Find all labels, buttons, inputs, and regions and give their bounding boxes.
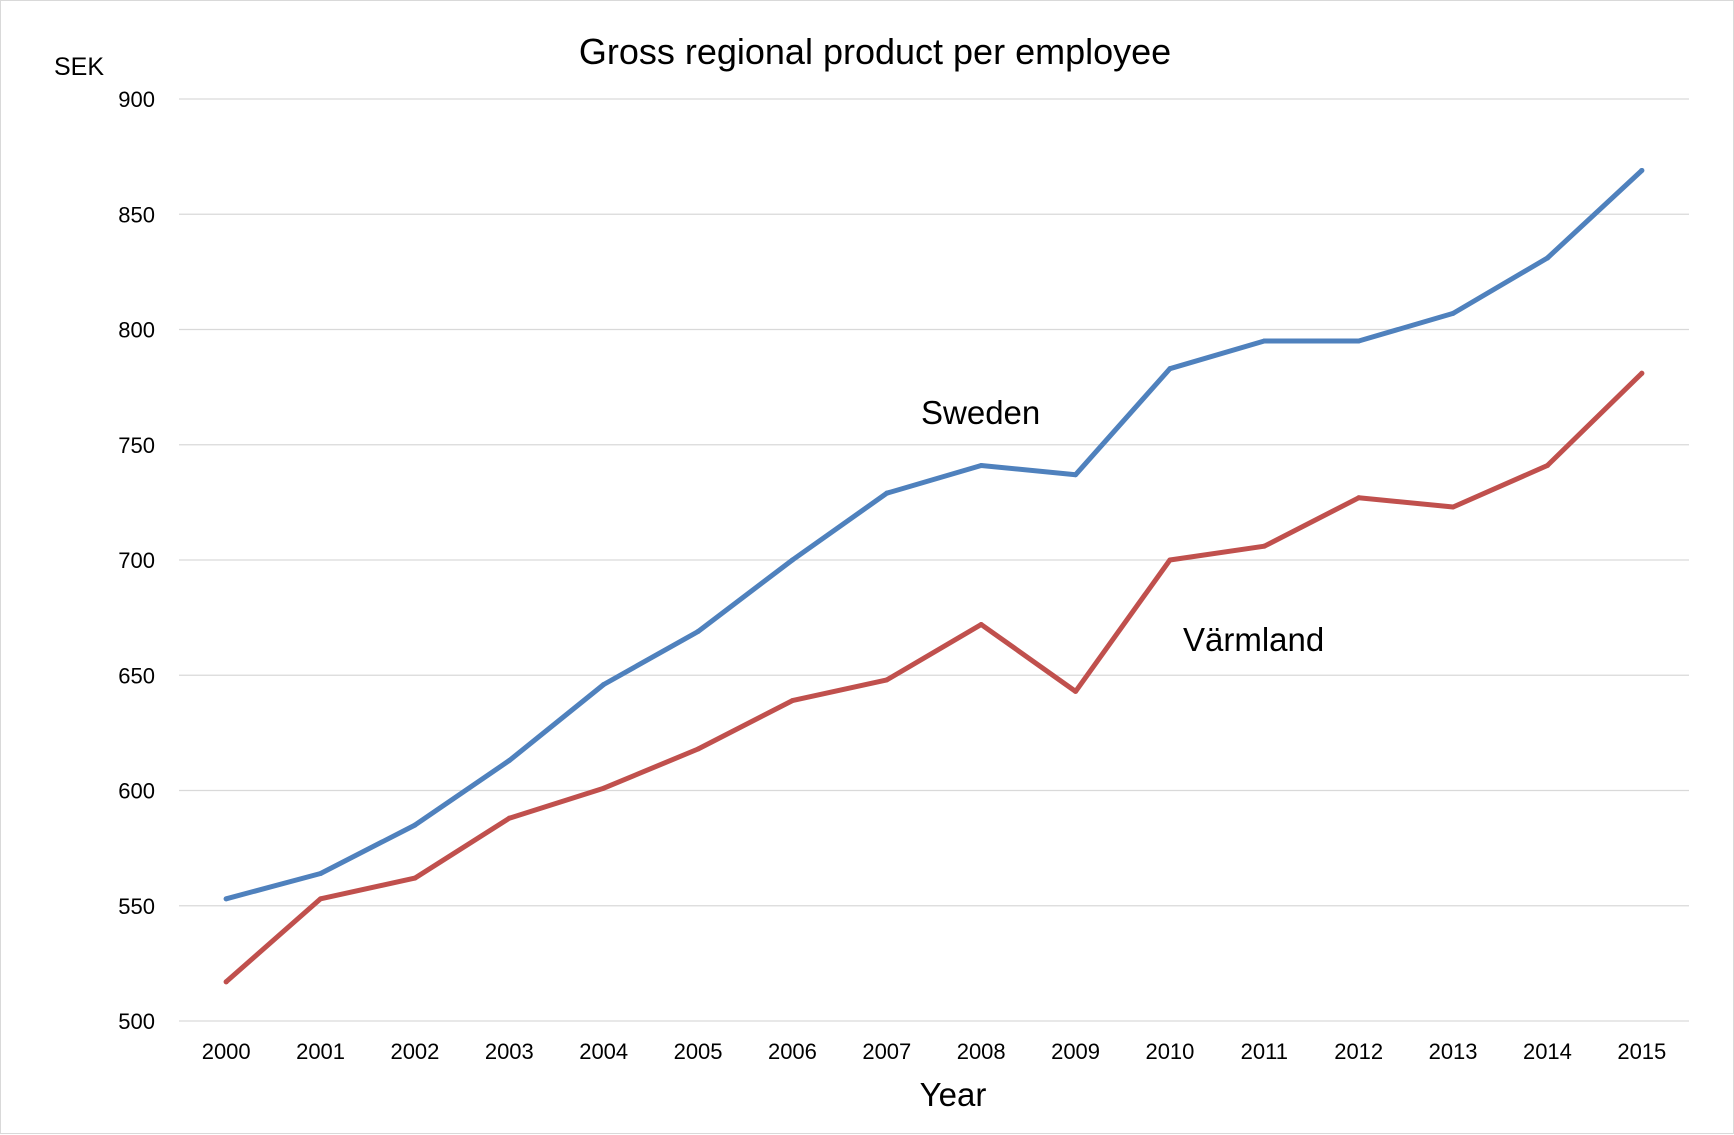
x-axis-ticks: 2000 2001 2002 2003 2004 2005 2006 2007 2008 2009…: [202, 1039, 1667, 1064]
series-line-0: [223, 168, 1645, 902]
data-point-1-2000: [223, 979, 229, 985]
x-tick-label-2007: 2007: [862, 1039, 911, 1064]
x-tick-label-2000: 2000: [202, 1039, 251, 1064]
data-point-1-2001: [318, 896, 324, 902]
data-point-0-2003: [506, 758, 512, 764]
data-point-1-2009: [1073, 688, 1079, 694]
y-tick-label-850: 850: [118, 202, 155, 227]
data-point-0-2007: [884, 490, 890, 496]
x-tick-label-2001: 2001: [296, 1039, 345, 1064]
x-tick-label-2011: 2011: [1241, 1039, 1288, 1064]
data-point-0-2012: [1356, 338, 1362, 344]
data-point-1-2007: [884, 677, 890, 683]
x-tick-label-2008: 2008: [957, 1039, 1006, 1064]
data-point-1-2004: [601, 785, 607, 791]
y-tick-label-500: 500: [118, 1009, 155, 1034]
data-point-0-2000: [223, 896, 229, 902]
data-point-0-2015: [1639, 167, 1645, 173]
data-point-1-2002: [412, 875, 418, 881]
data-point-1-2014: [1544, 462, 1550, 468]
data-point-1-2005: [695, 746, 701, 752]
data-point-0-2010: [1167, 366, 1173, 372]
x-tick-label-2014: 2014: [1523, 1039, 1572, 1064]
x-tick-label-2015: 2015: [1617, 1039, 1666, 1064]
x-axis-title: Year: [920, 1076, 987, 1113]
data-point-0-2001: [318, 870, 324, 876]
y-tick-label-750: 750: [118, 433, 155, 458]
y-tick-label-800: 800: [118, 318, 155, 343]
x-tick-label-2002: 2002: [390, 1039, 439, 1064]
data-point-0-2011: [1261, 338, 1267, 344]
y-axis-ticks: 500 550 600 650 700 750 800 850 900: [118, 87, 155, 1034]
x-tick-label-2013: 2013: [1429, 1039, 1478, 1064]
data-point-0-2013: [1450, 310, 1456, 316]
y-tick-label-900: 900: [118, 87, 155, 112]
data-point-1-2003: [506, 815, 512, 821]
data-point-0-2004: [601, 681, 607, 687]
series-label-varmland: Värmland: [1183, 621, 1324, 658]
data-point-1-2010: [1167, 557, 1173, 563]
x-tick-label-2012: 2012: [1334, 1039, 1383, 1064]
data-point-1-2012: [1356, 495, 1362, 501]
series-line-1: [223, 370, 1645, 985]
x-tick-label-2005: 2005: [674, 1039, 723, 1064]
data-point-0-2006: [789, 557, 795, 563]
data-point-1-2008: [978, 622, 984, 628]
chart-title: Gross regional product per employee: [579, 31, 1171, 72]
data-point-1-2006: [789, 698, 795, 704]
series-label-sweden: Sweden: [921, 394, 1040, 431]
y-tick-label-650: 650: [118, 663, 155, 688]
x-tick-label-2009: 2009: [1051, 1039, 1100, 1064]
x-tick-label-2006: 2006: [768, 1039, 817, 1064]
data-point-1-2011: [1261, 543, 1267, 549]
x-tick-label-2004: 2004: [579, 1039, 628, 1064]
y-axis-title: SEK: [54, 53, 104, 81]
data-point-0-2002: [412, 822, 418, 828]
data-point-0-2009: [1073, 472, 1079, 478]
x-tick-label-2010: 2010: [1145, 1039, 1194, 1064]
data-point-1-2013: [1450, 504, 1456, 510]
data-point-0-2014: [1544, 255, 1550, 261]
x-tick-label-2003: 2003: [485, 1039, 534, 1064]
y-tick-label-550: 550: [118, 894, 155, 919]
data-point-0-2005: [695, 628, 701, 634]
gridlines: [179, 98, 1689, 1022]
series-lines: [223, 167, 1645, 985]
y-tick-label-700: 700: [118, 548, 155, 573]
data-point-0-2008: [978, 462, 984, 468]
y-tick-label-600: 600: [118, 779, 155, 804]
data-point-1-2015: [1639, 370, 1645, 376]
